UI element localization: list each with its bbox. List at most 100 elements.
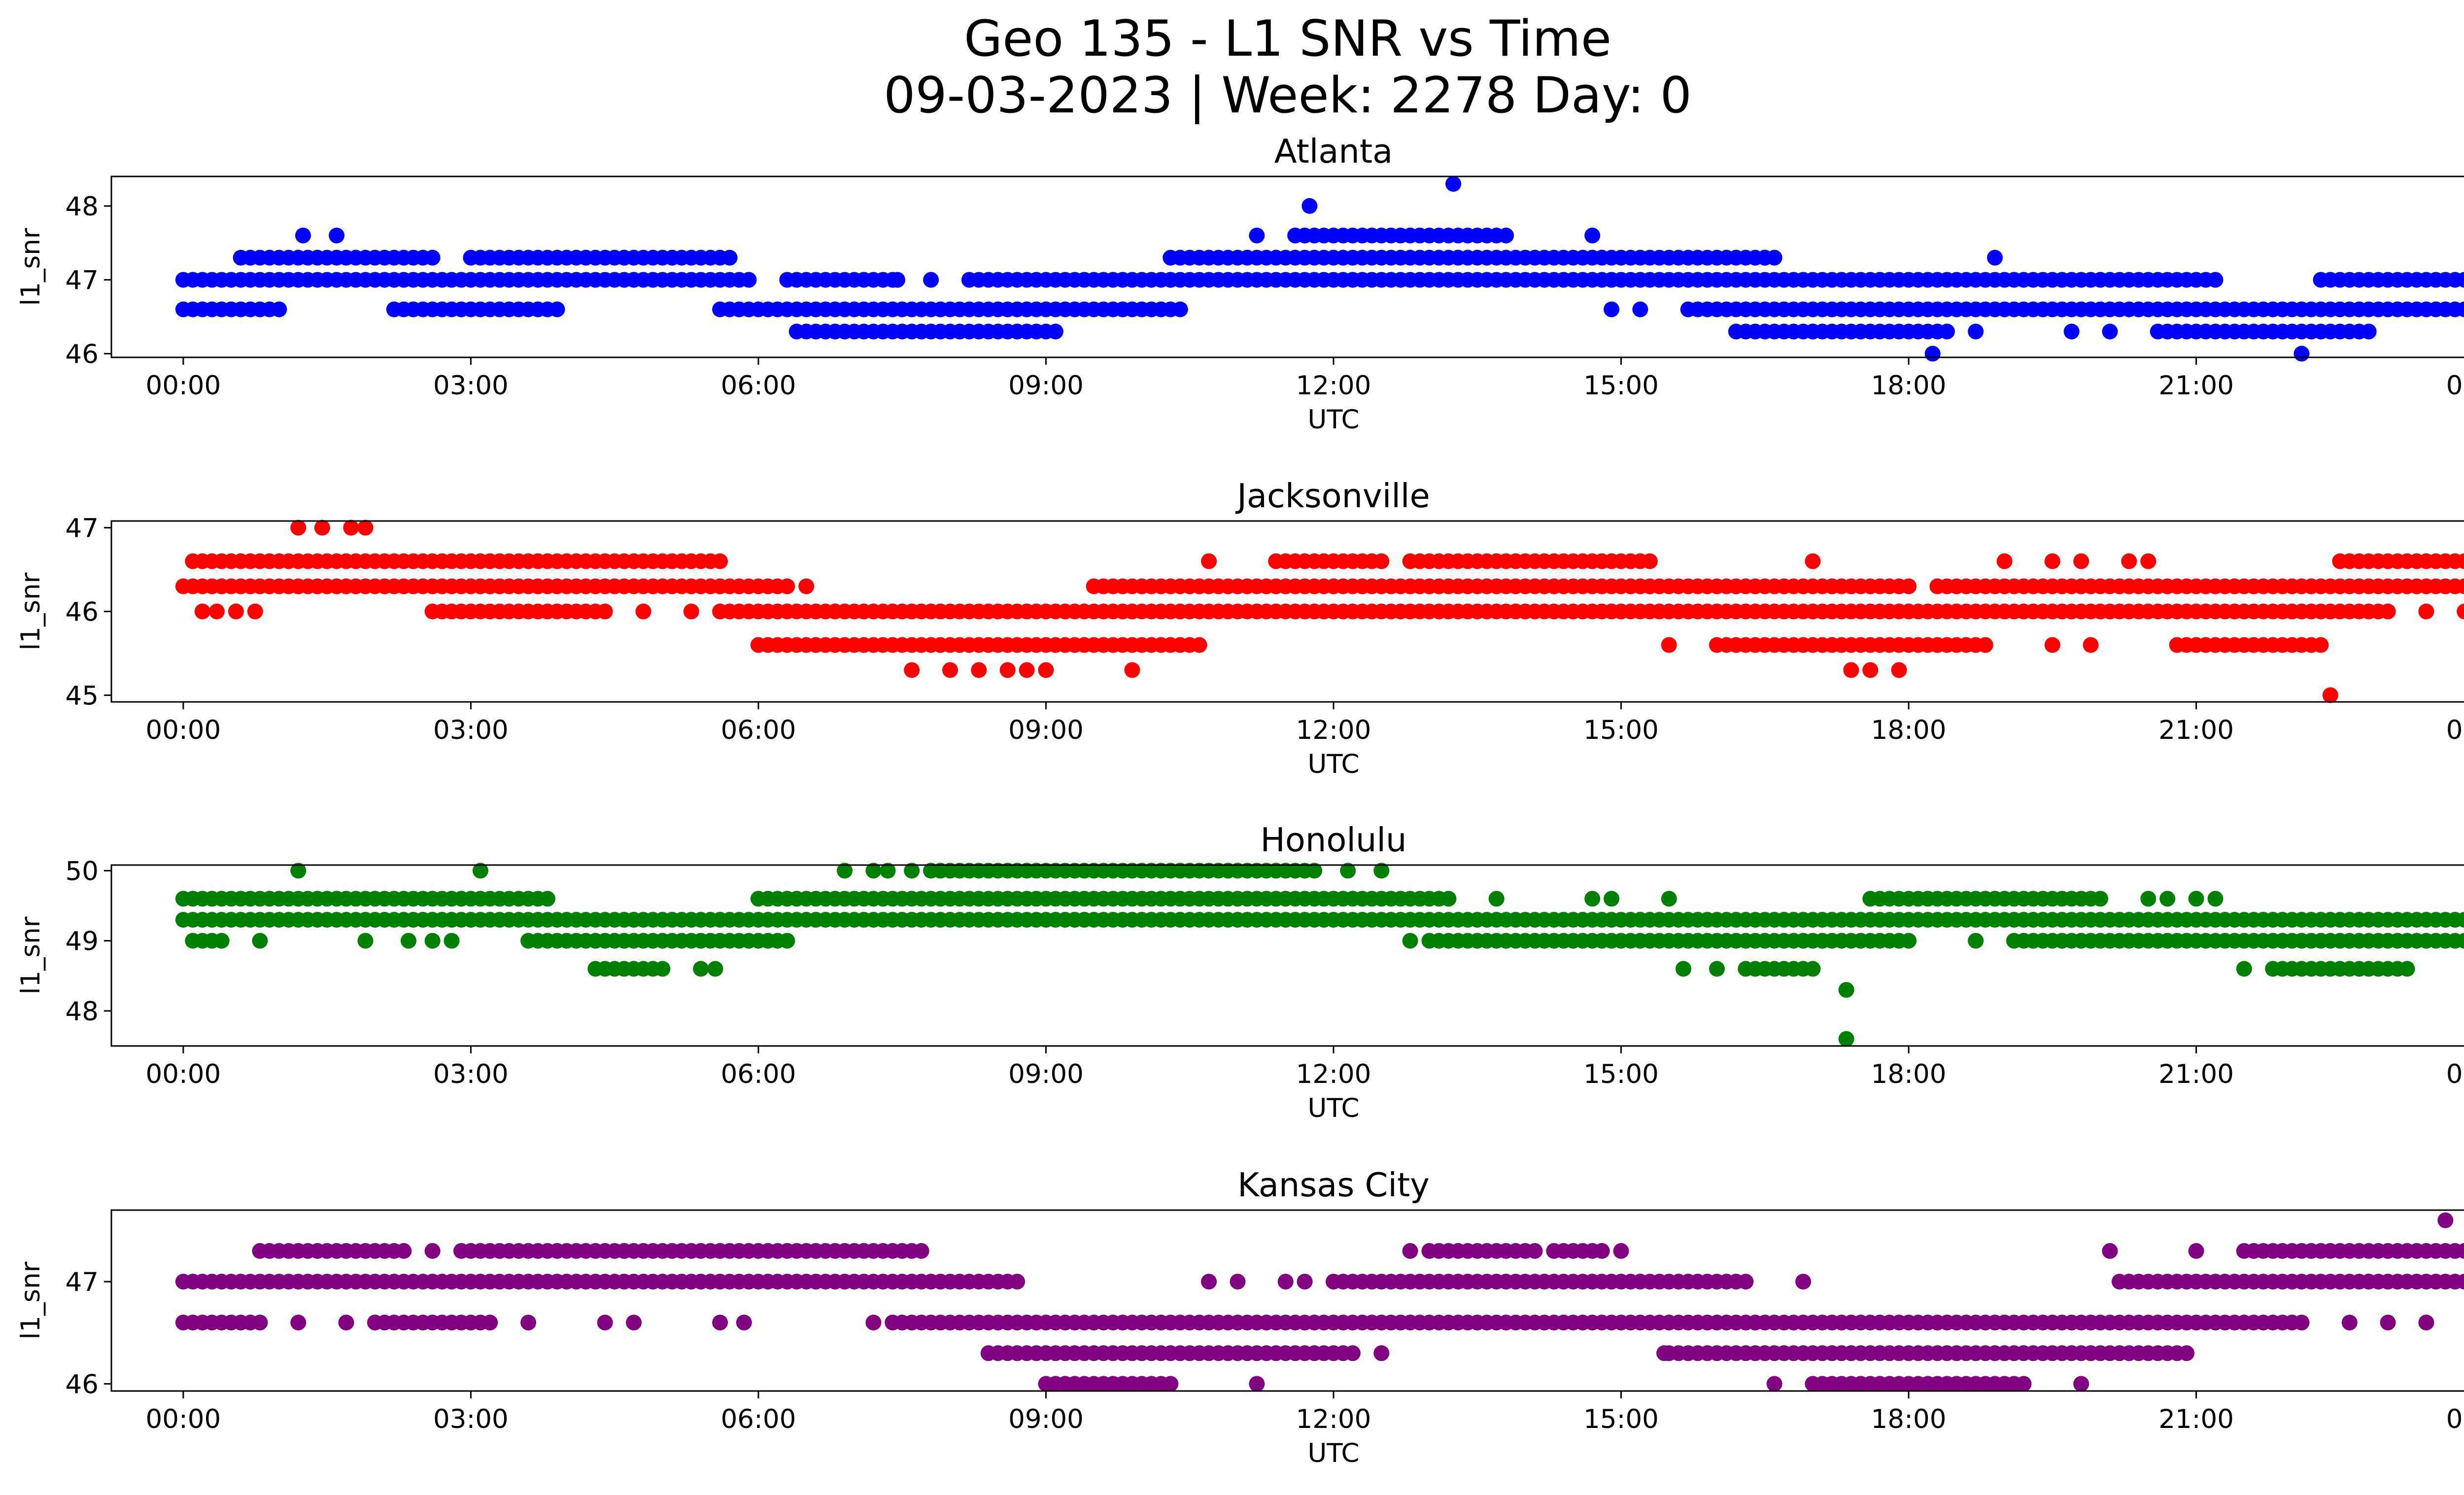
data-point [2179,1345,2195,1361]
data-point [1498,227,1514,243]
data-point [837,863,853,879]
data-point [1277,1274,1294,1290]
scatter-series [175,176,2464,362]
y-tick-label: 45 [66,681,99,711]
data-point [1661,891,1677,907]
data-point [2293,1315,2310,1331]
data-point [2188,1243,2204,1259]
data-point [1201,1274,1217,1290]
x-tick-label: 15:00 [1583,1059,1659,1089]
data-point [741,272,757,288]
data-point [1201,553,1217,569]
data-point [2361,1274,2377,1290]
data-point [2341,1315,2358,1331]
data-point [1249,227,1265,243]
y-tick-label: 47 [66,514,99,544]
data-point [252,1315,268,1331]
data-point [424,249,441,266]
data-point [2322,687,2338,703]
data-point [597,603,613,620]
data-point [2044,637,2060,653]
data-point [1709,961,1725,977]
data-point [2044,553,2060,569]
x-tick-label: 00:00 [2446,1404,2464,1434]
x-tick-label: 21:00 [2158,715,2234,745]
data-point [1939,323,1955,340]
data-point [1402,1243,1418,1259]
figure-title-line1: Geo 135 - L1 SNR vs Time [964,9,1611,68]
data-point [520,1315,537,1331]
data-point [1440,891,1457,907]
y-axis-label: l1_snr [16,228,46,306]
data-point [2457,578,2464,594]
data-point [1805,961,1821,977]
data-point [1968,323,1984,340]
data-point [2361,323,2377,340]
x-tick-label: 18:00 [1871,371,1947,401]
data-point [2159,891,2176,907]
data-point [1604,891,1620,907]
x-axis-label: UTC [1307,1093,1359,1123]
x-tick-label: 00:00 [2446,1059,2464,1089]
x-tick-label: 09:00 [1008,371,1084,401]
data-point [549,301,565,317]
data-point [2121,553,2137,569]
data-point [2457,301,2464,317]
data-point [1738,1274,1754,1290]
data-point [271,301,287,317]
data-point [1996,553,2013,569]
data-point [1009,323,1026,340]
data-point [213,933,230,949]
x-tick-label: 18:00 [1871,715,1947,745]
data-point [1757,249,1773,266]
scatter-series [175,1212,2464,1392]
data-point [540,891,555,907]
data-point [2236,961,2252,977]
y-axis-label: l1_snr [16,1261,46,1339]
data-point [721,249,738,266]
data-point [999,662,1016,678]
data-point [913,1243,929,1259]
data-point [904,863,920,879]
data-point [2457,1274,2464,1290]
subplot-title: Honolulu [1261,821,1407,859]
x-tick-label: 00:00 [146,371,221,401]
data-point [1163,1376,1179,1392]
data-point [1613,1243,1629,1259]
data-point [2140,553,2156,569]
data-point [890,272,905,288]
data-point [1584,227,1601,243]
data-point [707,961,723,977]
scatter-series [175,863,2464,1047]
x-tick-label: 00:00 [2446,371,2464,401]
y-tick-label: 46 [66,1369,99,1399]
subplot-title: Kansas City [1237,1166,1430,1204]
x-axis-label: UTC [1307,749,1359,779]
data-point [798,578,815,594]
data-point [2207,272,2224,288]
data-point [942,662,958,678]
figure-title-line2: 09-03-2023 | Week: 2278 Day: 0 [884,66,1692,124]
data-point [597,1315,613,1331]
x-tick-label: 03:00 [433,1404,509,1434]
data-point [1076,912,1093,928]
data-point [357,520,374,536]
data-point [2457,272,2464,288]
data-point [1402,933,1418,949]
x-axis-label: UTC [1307,1438,1359,1468]
data-point [2102,323,2118,340]
x-tick-label: 09:00 [1008,1059,1084,1089]
data-point [1987,249,2003,266]
data-point [1340,863,1356,879]
x-tick-label: 09:00 [1008,1404,1084,1434]
data-point [1843,662,1859,678]
data-point [1838,982,1854,998]
data-point [712,553,728,569]
subplot-title: Atlanta [1274,132,1393,171]
data-point [2073,553,2089,569]
x-tick-label: 21:00 [2158,371,2234,401]
x-tick-label: 18:00 [1871,1404,1947,1434]
x-tick-label: 15:00 [1583,715,1659,745]
